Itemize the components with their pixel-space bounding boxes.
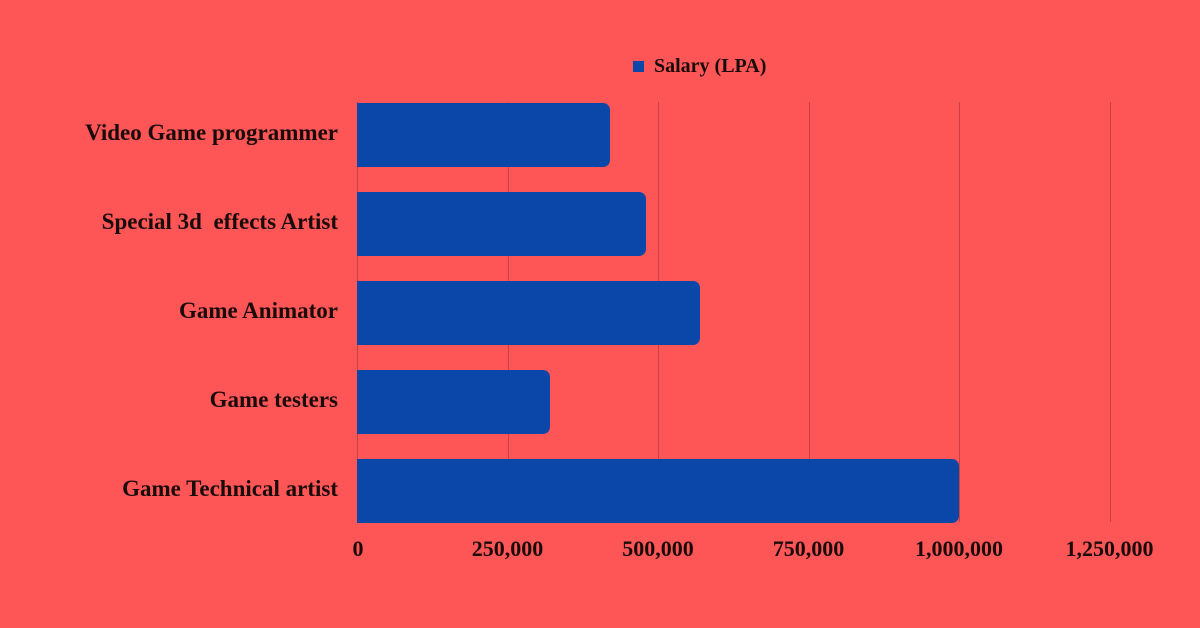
x-tick-label: 500,000 — [622, 536, 694, 561]
legend-label: Salary (LPA) — [654, 55, 767, 77]
gridline — [959, 102, 960, 522]
x-tick-label: 250,000 — [471, 536, 544, 561]
category-label: Game testers — [209, 387, 338, 412]
category-label: Game Technical artist — [122, 476, 338, 501]
legend-swatch — [633, 61, 644, 72]
x-tick-label: 750,000 — [772, 536, 845, 561]
category-label: Game Animator — [178, 298, 338, 323]
x-tick-label: 1,000,000 — [915, 536, 1003, 561]
bar[interactable] — [357, 192, 646, 256]
bar[interactable] — [357, 281, 701, 345]
bar[interactable] — [357, 370, 550, 434]
chart-legend: Salary (LPA) — [633, 55, 766, 78]
category-label: Special 3d effects Artist — [101, 209, 338, 234]
category-label: Video Game programmer — [85, 120, 338, 145]
plot-area — [357, 102, 1167, 523]
gridline — [808, 102, 810, 522]
x-tick-label: 0 — [352, 536, 364, 561]
bar[interactable] — [357, 103, 610, 167]
gridline — [1109, 102, 1111, 522]
x-tick-label: 1,250,000 — [1065, 536, 1154, 561]
bar[interactable] — [357, 459, 959, 523]
